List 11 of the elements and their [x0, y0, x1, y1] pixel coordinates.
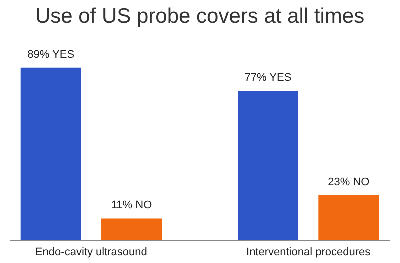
x-tick-label: Endo-cavity ultrasound	[35, 246, 148, 258]
bar	[318, 196, 380, 240]
bar	[20, 68, 82, 240]
chart-title: Use of US probe covers at all times	[35, 4, 365, 28]
bar	[238, 91, 298, 240]
bar	[102, 218, 162, 240]
data-label: 77% YES	[244, 72, 292, 84]
x-tick-label: Interventional procedures	[246, 246, 372, 258]
data-label: 23% NO	[328, 176, 370, 189]
data-label: 89% YES	[28, 48, 75, 61]
data-label: 11% NO	[111, 200, 153, 212]
